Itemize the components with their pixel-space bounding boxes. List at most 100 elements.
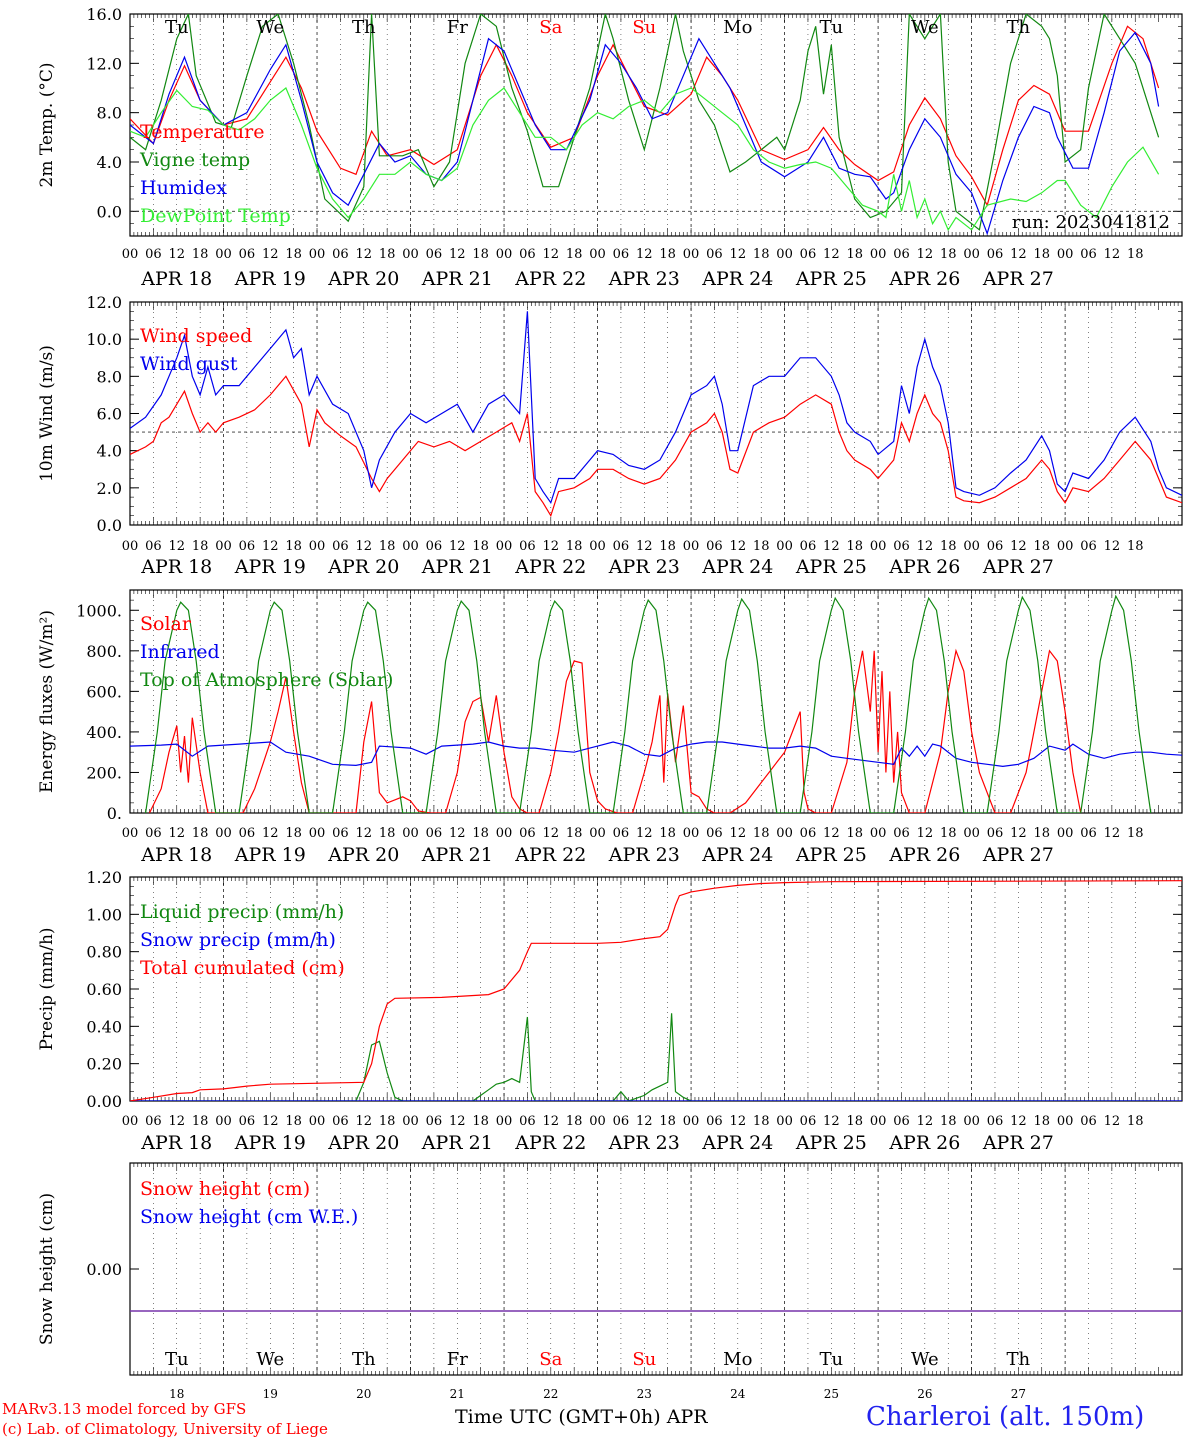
hour-tick-label: 00 — [870, 826, 887, 841]
hour-tick-label: 06 — [239, 247, 256, 262]
date-label: APR 18 — [140, 844, 212, 866]
hour-tick-label: 00 — [776, 1114, 793, 1129]
hour-tick-label: 00 — [963, 826, 980, 841]
legend-entry: Liquid precip (mm/h) — [140, 901, 344, 923]
model-credit: MARv3.13 model forced by GFS — [2, 1400, 247, 1418]
series-line-total-cumulated-cm- — [130, 880, 1182, 1101]
hour-tick-label: 12 — [917, 1114, 934, 1129]
weekday-label: We — [911, 1349, 939, 1370]
date-label: APR 23 — [608, 844, 680, 866]
hour-tick-label: 06 — [800, 826, 817, 841]
hour-tick-label: 12 — [1104, 539, 1121, 554]
hour-tick-label: 00 — [402, 247, 419, 262]
y-tick-label: 12.0 — [86, 293, 122, 312]
weekday-label: Sa — [539, 1349, 562, 1370]
hour-tick-label: 06 — [332, 539, 349, 554]
hour-tick-label: 00 — [496, 1114, 513, 1129]
hour-tick-label: 06 — [519, 1114, 536, 1129]
legend-entry: Temperature — [140, 121, 264, 143]
hour-tick-label: 18 — [285, 826, 302, 841]
day-number-label: 23 — [637, 1387, 652, 1401]
hour-tick-label: 00 — [870, 1114, 887, 1129]
series-line-dewpoint-temp — [130, 87, 1160, 232]
hour-tick-label: 12 — [1104, 247, 1121, 262]
date-label: APR 19 — [234, 1132, 306, 1154]
legend-entry: Humidex — [140, 177, 227, 199]
y-tick-label: 600. — [86, 682, 122, 701]
date-label: APR 27 — [982, 1132, 1054, 1154]
y-tick-label: 6.0 — [97, 405, 122, 424]
hour-tick-label: 12 — [262, 826, 279, 841]
weekday-label: Tu — [820, 17, 844, 38]
series-line-wind-speed — [130, 375, 1182, 518]
hour-tick-label: 00 — [309, 247, 326, 262]
date-label: APR 22 — [514, 556, 586, 578]
hour-tick-label: 12 — [1010, 539, 1027, 554]
weekday-label: Sa — [539, 17, 562, 38]
hour-tick-label: 06 — [1080, 247, 1097, 262]
hour-tick-label: 12 — [730, 1114, 747, 1129]
hour-tick-label: 06 — [893, 247, 910, 262]
hour-tick-label: 18 — [1033, 826, 1050, 841]
hour-tick-label: 00 — [309, 826, 326, 841]
hour-tick-label: 00 — [496, 539, 513, 554]
hour-tick-label: 18 — [753, 1114, 770, 1129]
y-tick-label: 0.00 — [86, 1092, 122, 1111]
hour-tick-label: 06 — [1080, 826, 1097, 841]
hour-tick-label: 12 — [636, 1114, 653, 1129]
hour-tick-label: 12 — [168, 539, 185, 554]
hour-tick-label: 12 — [917, 539, 934, 554]
hour-tick-label: 00 — [402, 1114, 419, 1129]
y-tick-label: 0.60 — [86, 980, 122, 999]
date-label: APR 24 — [701, 556, 773, 578]
hour-tick-label: 06 — [613, 1114, 630, 1129]
hour-tick-label: 06 — [519, 826, 536, 841]
y-tick-label: 4.0 — [97, 153, 122, 172]
hour-tick-label: 06 — [332, 1114, 349, 1129]
hour-tick-label: 00 — [1057, 826, 1074, 841]
hour-tick-label: 12 — [636, 247, 653, 262]
hour-tick-label: 12 — [730, 539, 747, 554]
legend-entry: Solar — [140, 613, 192, 635]
hour-tick-label: 06 — [332, 826, 349, 841]
date-label: APR 25 — [795, 844, 867, 866]
date-label: APR 26 — [888, 268, 960, 290]
hour-tick-label: 12 — [823, 539, 840, 554]
hour-tick-label: 12 — [449, 826, 466, 841]
hour-tick-label: 00 — [496, 247, 513, 262]
date-label: APR 27 — [982, 844, 1054, 866]
hour-tick-label: 18 — [379, 1114, 396, 1129]
date-label: APR 19 — [234, 844, 306, 866]
y-tick-label: 1.20 — [86, 868, 122, 887]
date-label: APR 21 — [421, 556, 493, 578]
hour-tick-label: 18 — [192, 826, 209, 841]
hour-tick-label: 12 — [449, 1114, 466, 1129]
hour-tick-label: 00 — [683, 539, 700, 554]
hour-tick-label: 12 — [1010, 826, 1027, 841]
date-label: APR 22 — [514, 844, 586, 866]
y-axis-label: Energy fluxes (W/m²) — [37, 610, 57, 793]
hour-tick-label: 18 — [940, 539, 957, 554]
x-axis-label: Time UTC (GMT+0h) APR — [455, 1406, 708, 1428]
hour-tick-label: 00 — [683, 247, 700, 262]
hour-tick-label: 12 — [1010, 1114, 1027, 1129]
hour-tick-label: 18 — [1127, 539, 1144, 554]
day-number-label: 20 — [356, 1387, 371, 1401]
y-axis-label: Precip (mm/h) — [37, 927, 57, 1050]
hour-tick-label: 06 — [145, 539, 162, 554]
hour-tick-label: 18 — [659, 826, 676, 841]
date-label: APR 24 — [701, 1132, 773, 1154]
station-label: Charleroi (alt. 150m) — [866, 1402, 1145, 1432]
hour-tick-label: 06 — [706, 1114, 723, 1129]
y-tick-label: 0.80 — [86, 943, 122, 962]
hour-tick-label: 12 — [823, 247, 840, 262]
day-number-label: 24 — [730, 1387, 746, 1401]
panel-1 — [129, 13, 1183, 237]
hour-tick-label: 12 — [356, 826, 373, 841]
legend-entry: Snow height (cm W.E.) — [140, 1206, 358, 1228]
hour-tick-label: 12 — [543, 1114, 560, 1129]
hour-tick-label: 12 — [168, 247, 185, 262]
hour-tick-label: 12 — [356, 539, 373, 554]
date-label: APR 20 — [327, 556, 399, 578]
